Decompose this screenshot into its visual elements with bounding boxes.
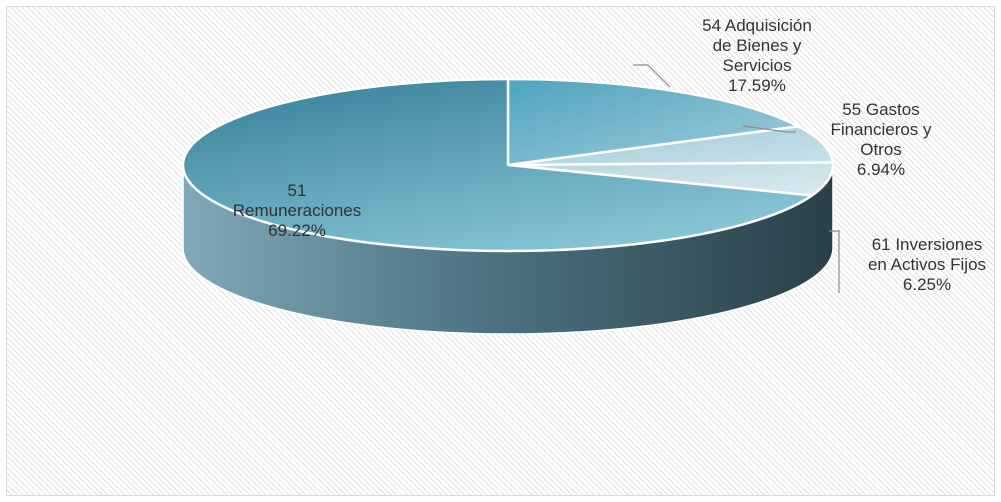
leader-line-55	[742, 125, 796, 133]
chart-frame: 54 Adquisición de Bienes y Servicios 17.59%…	[6, 6, 995, 496]
label-54-adquisicion-line: 17.59%	[728, 76, 786, 95]
slice-54-adquisicion	[506, 77, 800, 167]
label-55-gastos-line: Financieros y	[830, 120, 932, 139]
label-51-remuneraciones-line: 51	[288, 181, 307, 200]
leader-line-54	[633, 64, 671, 88]
label-55-gastos-line: Otros	[860, 140, 902, 159]
label-54-adquisicion: 54 Adquisición de Bienes y Servicios 17.59%	[702, 16, 812, 95]
slice-51-remuneraciones	[181, 77, 814, 253]
label-54-adquisicion-line: 54 Adquisición	[702, 16, 812, 35]
pie-chart: 54 Adquisición de Bienes y Servicios 17.59%…	[181, 16, 986, 335]
label-54-adquisicion-line: de Bienes y	[713, 36, 802, 55]
label-55-gastos-line: 6.94%	[857, 160, 905, 179]
leader-line-61	[829, 230, 840, 293]
slice-55-gastos	[506, 125, 835, 167]
label-54-adquisicion-line: Servicios	[723, 56, 792, 75]
label-55-gastos-line: 55 Gastos	[842, 100, 920, 119]
label-61-inversiones: 61 Inversiones en Activos Fijos 6.25%	[868, 235, 986, 294]
label-61-inversiones-line: 6.25%	[903, 275, 951, 294]
label-51-remuneraciones-line: 69.22%	[268, 221, 326, 240]
label-51-remuneraciones: 51 Remuneraciones 69.22%	[233, 181, 362, 240]
label-55-gastos: 55 Gastos Financieros y Otros 6.94%	[830, 100, 932, 179]
label-51-remuneraciones-line: Remuneraciones	[233, 201, 362, 220]
label-61-inversiones-line: 61 Inversiones	[872, 235, 983, 254]
label-61-inversiones-line: en Activos Fijos	[868, 255, 986, 274]
